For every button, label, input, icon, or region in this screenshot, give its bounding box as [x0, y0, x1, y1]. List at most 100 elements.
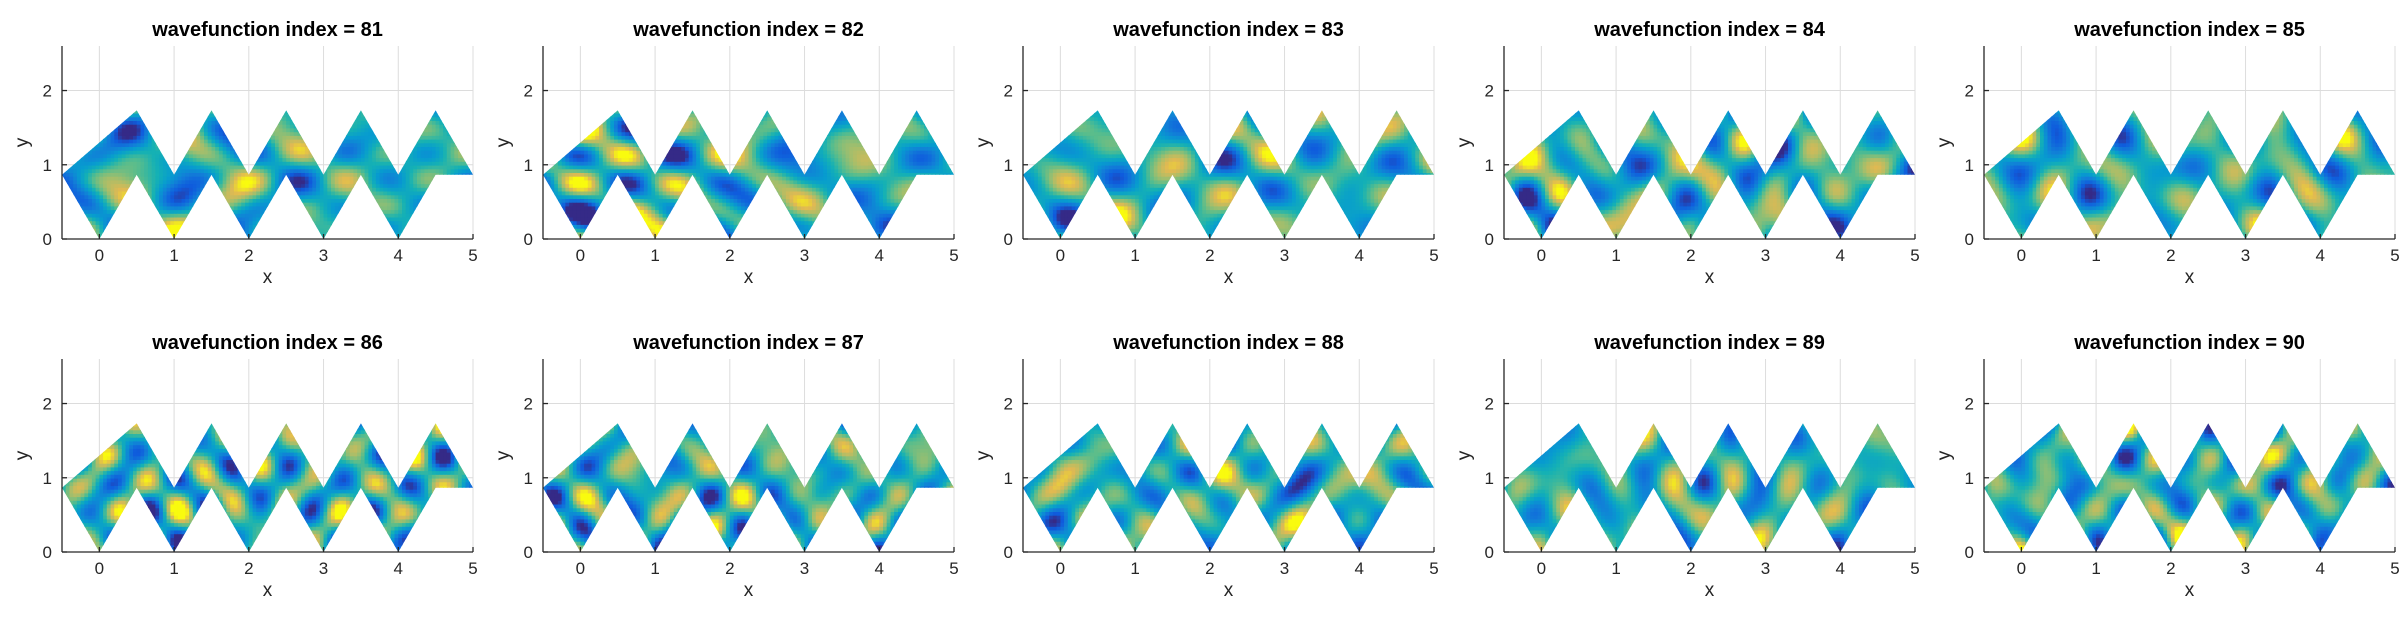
- wavefunction-heatmap: [1023, 110, 1434, 240]
- x-axis-label: x: [263, 580, 273, 601]
- y-tick-label: 1: [43, 156, 52, 175]
- x-tick-label: 1: [169, 246, 178, 265]
- y-axis-label: y: [973, 137, 994, 147]
- x-tick-label: 2: [2166, 559, 2175, 578]
- y-tick-label: 1: [524, 156, 533, 175]
- x-tick-label: 4: [2316, 559, 2325, 578]
- x-tick-label: 0: [2017, 559, 2026, 578]
- y-axis-label: y: [12, 137, 33, 147]
- x-tick-label: 1: [650, 246, 659, 265]
- y-axis-label: y: [1934, 137, 1955, 147]
- x-tick-label: 4: [2316, 246, 2325, 265]
- x-tick-label: 4: [394, 559, 403, 578]
- x-tick-label: 4: [875, 559, 884, 578]
- y-tick-label: 2: [1965, 82, 1974, 101]
- x-tick-label: 0: [95, 246, 104, 265]
- x-tick-label: 2: [1686, 246, 1695, 265]
- y-tick-label: 2: [1004, 82, 1013, 101]
- x-tick-label: 2: [725, 559, 734, 578]
- x-tick-label: 0: [576, 559, 585, 578]
- x-tick-label: 3: [2241, 559, 2250, 578]
- x-tick-label: 3: [800, 559, 809, 578]
- x-axis-label: x: [744, 580, 754, 601]
- panel-title: wavefunction index = 85: [2073, 19, 2305, 41]
- y-tick-label: 2: [524, 395, 533, 414]
- y-tick-label: 0: [1004, 230, 1013, 249]
- panel-title: wavefunction index = 87: [632, 332, 864, 354]
- x-axis-label: x: [1224, 580, 1234, 601]
- x-tick-label: 1: [169, 559, 178, 578]
- x-tick-label: 5: [468, 559, 477, 578]
- x-tick-label: 2: [725, 246, 734, 265]
- y-tick-label: 0: [1965, 230, 1974, 249]
- y-axis-label: y: [1934, 450, 1955, 460]
- y-tick-label: 2: [43, 82, 52, 101]
- panel-title: wavefunction index = 84: [1593, 19, 1826, 41]
- x-tick-label: 2: [244, 559, 253, 578]
- x-tick-label: 1: [1130, 559, 1139, 578]
- wavefunction-heatmap: [1984, 110, 2395, 240]
- x-tick-label: 3: [2241, 246, 2250, 265]
- x-tick-label: 5: [949, 559, 958, 578]
- x-tick-label: 3: [319, 246, 328, 265]
- x-tick-label: 4: [1355, 559, 1364, 578]
- x-tick-label: 0: [95, 559, 104, 578]
- wavefunction-heatmap: [1984, 423, 2395, 552]
- panel-title: wavefunction index = 82: [632, 19, 864, 41]
- x-tick-label: 0: [1056, 559, 1065, 578]
- x-tick-label: 5: [468, 246, 477, 265]
- panel-title: wavefunction index = 88: [1112, 332, 1344, 354]
- y-axis-label: y: [1454, 137, 1475, 147]
- y-tick-label: 0: [1004, 543, 1013, 562]
- x-axis-label: x: [1705, 267, 1715, 288]
- y-axis-label: y: [493, 450, 514, 460]
- x-tick-label: 5: [949, 246, 958, 265]
- panel-title: wavefunction index = 81: [151, 19, 383, 41]
- x-tick-label: 2: [2166, 246, 2175, 265]
- wavefunction-heatmap: [1504, 110, 1915, 240]
- x-axis-label: x: [263, 267, 273, 288]
- x-tick-label: 5: [1910, 246, 1919, 265]
- panel-title: wavefunction index = 89: [1593, 332, 1825, 354]
- x-tick-label: 0: [2017, 246, 2026, 265]
- x-tick-label: 5: [1429, 246, 1438, 265]
- y-tick-label: 0: [524, 230, 533, 249]
- x-tick-label: 0: [1537, 559, 1546, 578]
- wavefunction-heatmap: [62, 423, 473, 552]
- x-tick-label: 1: [2091, 246, 2100, 265]
- y-tick-label: 1: [1965, 469, 1974, 488]
- y-tick-label: 1: [524, 469, 533, 488]
- wavefunction-heatmap: [62, 110, 473, 240]
- x-tick-label: 2: [1205, 559, 1214, 578]
- panel-title: wavefunction index = 83: [1112, 19, 1344, 41]
- y-axis-label: y: [973, 450, 994, 460]
- y-tick-label: 1: [1004, 469, 1013, 488]
- y-tick-label: 1: [1485, 156, 1494, 175]
- x-tick-label: 1: [2091, 559, 2100, 578]
- wavefunction-heatmap: [543, 110, 954, 240]
- y-tick-label: 1: [43, 469, 52, 488]
- x-tick-label: 0: [576, 246, 585, 265]
- x-tick-label: 5: [2390, 559, 2399, 578]
- x-tick-label: 3: [800, 246, 809, 265]
- x-tick-label: 3: [1280, 559, 1289, 578]
- x-tick-label: 5: [2390, 246, 2399, 265]
- y-axis-label: y: [493, 137, 514, 147]
- x-tick-label: 0: [1056, 246, 1065, 265]
- y-tick-label: 0: [43, 543, 52, 562]
- y-tick-label: 1: [1485, 469, 1494, 488]
- wavefunction-heatmap: [1504, 423, 1915, 552]
- wavefunction-heatmap: [543, 423, 954, 552]
- y-tick-label: 2: [1485, 395, 1494, 414]
- panel-title: wavefunction index = 90: [2073, 332, 2305, 354]
- x-tick-label: 5: [1429, 559, 1438, 578]
- x-tick-label: 2: [244, 246, 253, 265]
- x-tick-label: 4: [1836, 559, 1845, 578]
